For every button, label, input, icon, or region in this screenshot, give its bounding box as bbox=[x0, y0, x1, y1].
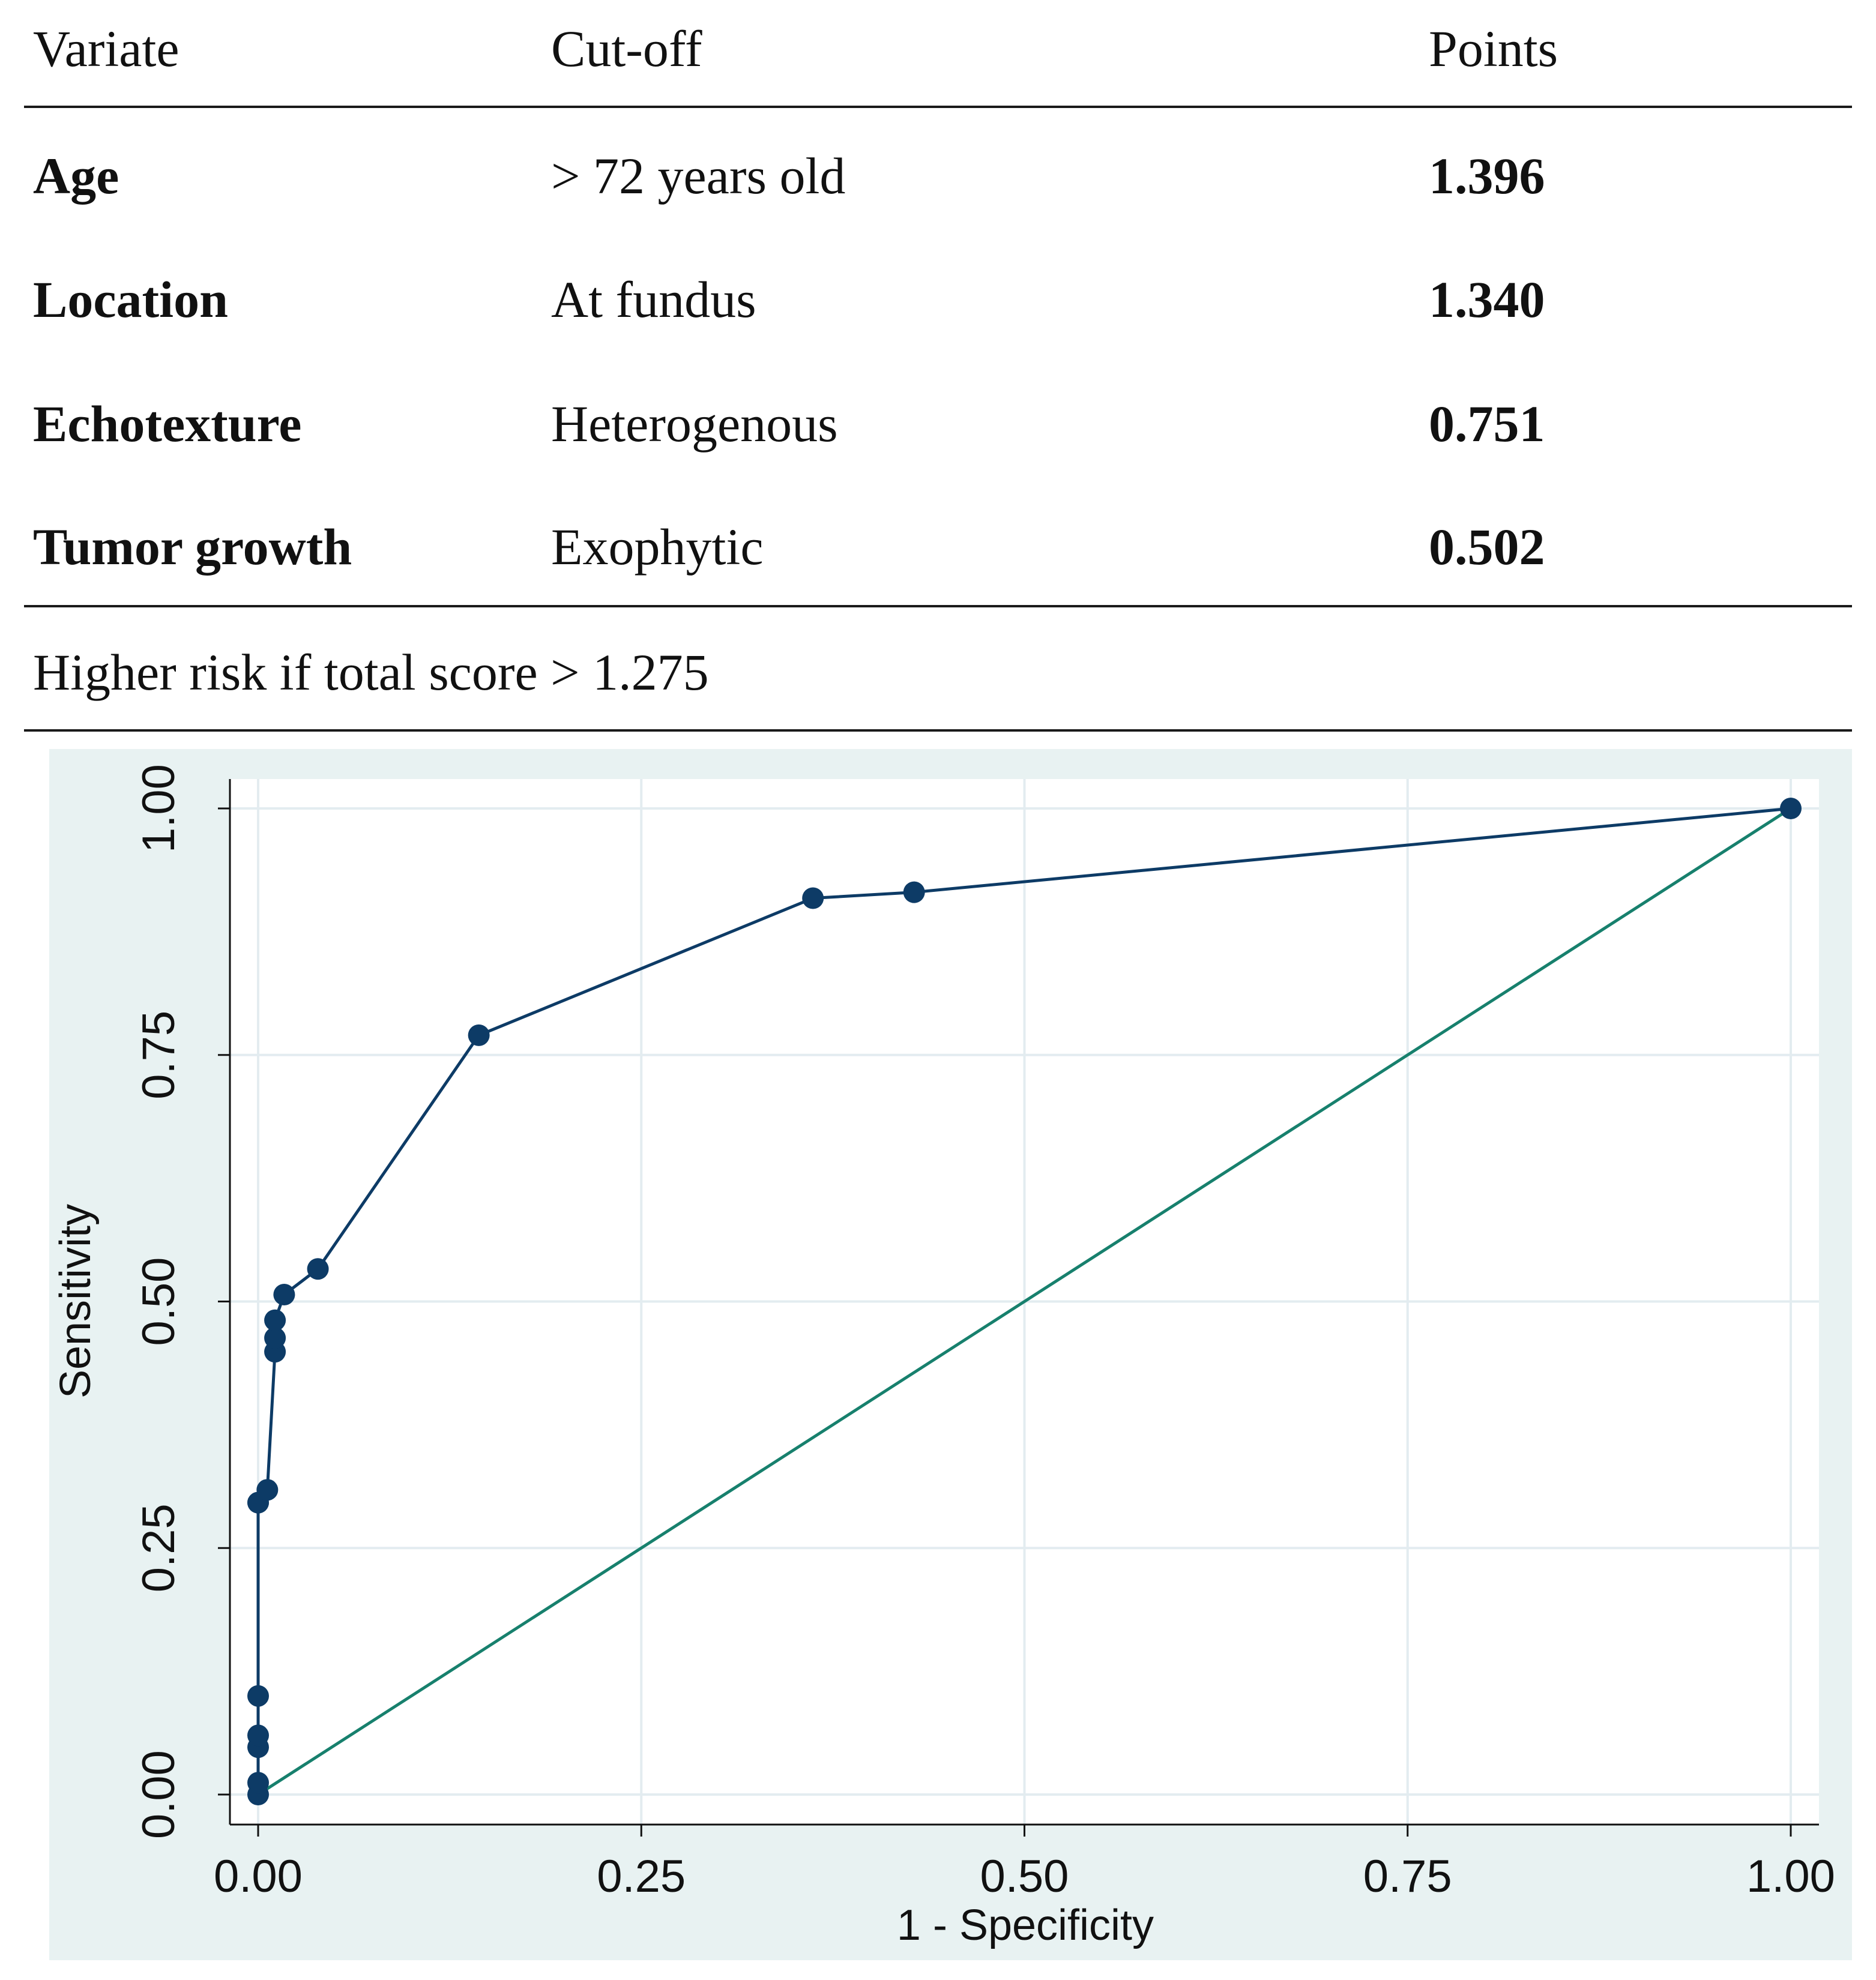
x-tick-label: 0.75 bbox=[1363, 1851, 1452, 1902]
axes bbox=[218, 779, 1819, 1837]
roc-curve-point bbox=[307, 1258, 329, 1280]
roc-curve-point bbox=[802, 887, 824, 909]
row-tumor-growth-points: 0.502 bbox=[1429, 518, 1545, 576]
x-axis-label: 1 - Specificity bbox=[897, 1901, 1154, 1949]
roc-curve-point bbox=[1780, 798, 1802, 819]
table-footer-note: Higher risk if total score > 1.275 bbox=[33, 643, 709, 701]
y-tick-label: 0.00 bbox=[133, 1750, 184, 1839]
row-tumor-growth-cutoff: Exophytic bbox=[551, 518, 764, 576]
roc-curve-point bbox=[247, 1772, 269, 1794]
row-tumor-growth-variate: Tumor growth bbox=[33, 518, 352, 576]
header-points: Points bbox=[1429, 20, 1558, 77]
roc-curve-point bbox=[273, 1283, 295, 1305]
y-tick-label: 1.00 bbox=[133, 764, 184, 853]
header-variate: Variate bbox=[33, 20, 179, 77]
x-tick-label: 0.50 bbox=[980, 1851, 1069, 1902]
series bbox=[247, 798, 1802, 1805]
table-bottom-rule bbox=[24, 729, 1852, 732]
row-echotexture-cutoff: Heterogenous bbox=[551, 395, 838, 453]
roc-curve-point bbox=[264, 1327, 286, 1349]
roc-curve-point bbox=[247, 1685, 269, 1707]
tick-labels: 0.00 0.25 0.50 0.75 1.00 0.00 0.25 0.50 0.75 1.00 bbox=[133, 764, 1835, 1902]
grid-lines bbox=[230, 779, 1819, 1825]
roc-curve-point bbox=[256, 1479, 279, 1501]
table-body-rule bbox=[24, 605, 1852, 607]
y-axis-label: Sensitivity bbox=[52, 1204, 100, 1398]
y-tick-label: 0.75 bbox=[133, 1011, 184, 1100]
y-tick-label: 0.25 bbox=[133, 1503, 184, 1592]
x-tick-label: 1.00 bbox=[1746, 1851, 1835, 1902]
row-age-points: 1.396 bbox=[1429, 147, 1545, 205]
roc-curve-point bbox=[903, 881, 925, 903]
row-location-cutoff: At fundus bbox=[551, 271, 756, 328]
row-age-variate: Age bbox=[33, 147, 119, 205]
row-location-variate: Location bbox=[33, 271, 228, 328]
header-cutoff: Cut-off bbox=[551, 20, 702, 77]
roc-curve-point bbox=[264, 1309, 286, 1331]
row-age-cutoff: > 72 years old bbox=[551, 147, 846, 205]
y-tick-label: 0.50 bbox=[133, 1257, 184, 1346]
score-table: Variate Cut-off Points Age > 72 years ol… bbox=[0, 0, 1876, 735]
row-echotexture-points: 0.751 bbox=[1429, 395, 1545, 453]
roc-curve-point bbox=[468, 1024, 490, 1046]
row-echotexture-variate: Echotexture bbox=[33, 395, 302, 453]
reference-line-line bbox=[257, 807, 1792, 1796]
x-tick-label: 0.00 bbox=[214, 1851, 303, 1902]
x-tick-label: 0.25 bbox=[597, 1851, 686, 1902]
roc-curve-point bbox=[247, 1724, 269, 1747]
table-header-rule bbox=[24, 106, 1852, 108]
row-location-points: 1.340 bbox=[1429, 271, 1545, 328]
